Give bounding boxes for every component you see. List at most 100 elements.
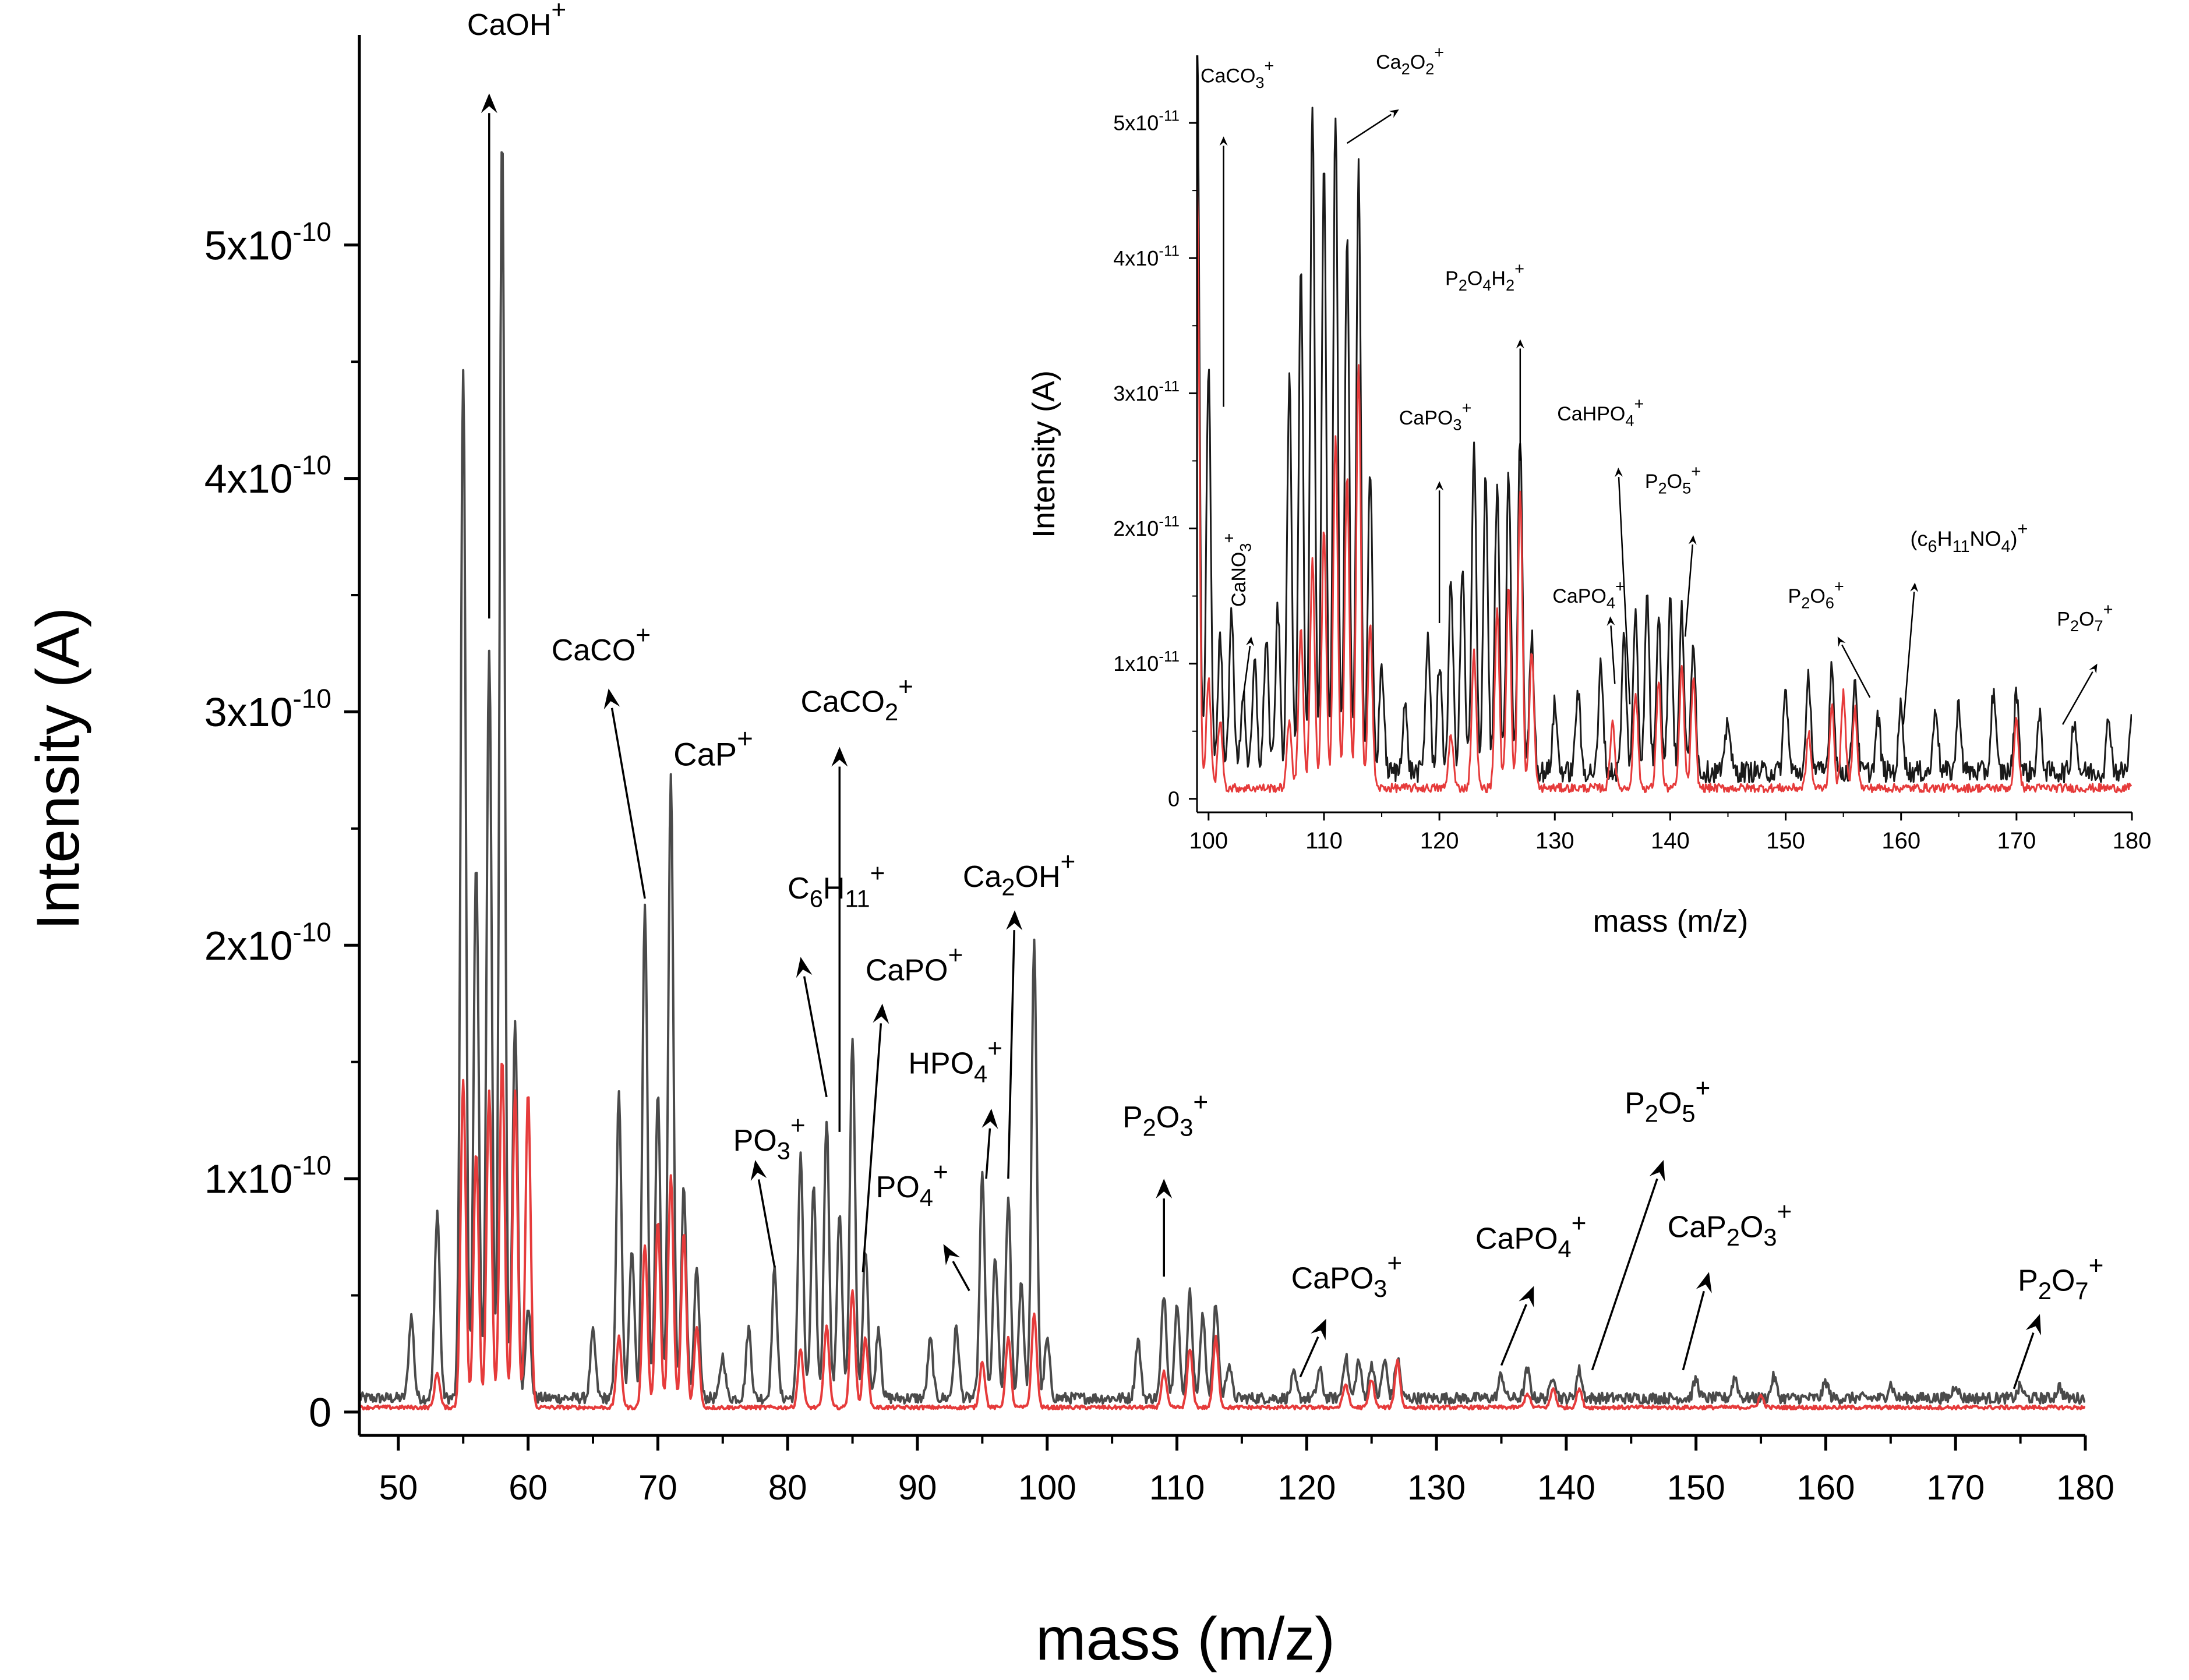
main-annotation-hpo4: HPO4+: [908, 1034, 1002, 1179]
inset-annotation-p2o6: P2O6+: [1788, 577, 1871, 698]
main-x-tick-label: 120: [1277, 1468, 1336, 1507]
main-annotation-caco: CaCO+: [552, 621, 651, 899]
main-x-tick-label: 70: [638, 1468, 677, 1507]
main-x-tick-label: 180: [2056, 1468, 2114, 1507]
inset-annotation-capo3: CaPO3+: [1399, 399, 1472, 623]
inset-arrow-head: [1607, 616, 1615, 626]
main-annotation-p2o5: P2O5+: [1591, 1074, 1710, 1371]
main-annotation-label: HPO4+: [908, 1034, 1002, 1087]
main-arrow-head: [750, 1160, 767, 1181]
inset-annotation-ca2o2: Ca2O2+: [1346, 44, 1444, 144]
main-annotation-cap2o3: CaP2O3+: [1668, 1198, 1792, 1371]
main-annotation-capo4: CaPO4+: [1475, 1209, 1587, 1366]
main-annotation-label: CaOH+: [467, 0, 566, 42]
main-x-tick-label: 90: [898, 1468, 937, 1507]
main-arrow-shaft: [1500, 1304, 1527, 1366]
main-annotation-label: CaPO+: [866, 941, 963, 988]
inset-annotation-p2o4h2: P2O4H2+: [1445, 260, 1524, 461]
inset-annotation-label: CaPO4+: [1552, 577, 1625, 611]
inset-arrow-head: [1435, 481, 1444, 491]
inset-annotation-label: (c6H11NO4)+: [1911, 519, 2028, 556]
inset-arrow-head: [1389, 109, 1399, 118]
main-arrow-head: [1311, 1318, 1326, 1341]
inset-arrow-head: [1516, 339, 1524, 349]
inset-y-tick-label: 3x10-11: [1113, 377, 1180, 405]
main-arrow-head: [943, 1244, 961, 1265]
main-arrow-head: [1006, 910, 1023, 931]
main-x-tick-label: 110: [1149, 1468, 1205, 1507]
main-x-tick-label: 50: [379, 1468, 418, 1507]
inset-y-tick-label: 2x10-11: [1113, 512, 1180, 540]
inset-y-axis-title: Intensity (A): [1026, 370, 1061, 538]
main-arrow-head: [831, 747, 848, 767]
main-x-tick-label: 170: [1926, 1468, 1985, 1507]
main-y-tick-label: 4x10-10: [204, 450, 331, 502]
main-series-black: [359, 151, 2085, 1405]
main-arrow-shaft: [1591, 1178, 1658, 1371]
main-x-tick-label: 80: [768, 1468, 807, 1507]
main-arrow-head: [1519, 1286, 1534, 1308]
main-arrow-shaft: [757, 1179, 776, 1268]
inset-arrow-head: [1910, 582, 1919, 592]
inset-y-tick-label: 5x10-11: [1113, 107, 1180, 135]
main-annotation-p2o3: P2O3+: [1122, 1088, 1208, 1277]
main-series-red: [359, 1063, 2085, 1411]
main-arrow-shaft: [1682, 1290, 1705, 1371]
inset-x-tick-label: 110: [1305, 828, 1343, 854]
main-annotation-caco2: CaCO2+: [800, 673, 913, 1132]
main-annotation-label: PO4+: [876, 1158, 948, 1211]
inset-chart: CaCO3+ Ca2O2+ P2O4H2+ CaPO3+ CaHPO4+P2O5+ CaP…: [1026, 44, 2151, 939]
inset-x-tick-label: 120: [1420, 828, 1459, 854]
inset-arrow-shaft: [1618, 476, 1631, 705]
main-annotation-label: P2O3+: [1122, 1088, 1208, 1141]
main-arrow-shaft: [610, 708, 646, 899]
inset-annotation-caco3: CaCO3+: [1201, 57, 1274, 407]
main-arrow-head: [981, 1108, 998, 1129]
main-x-axis-title: mass (m/z): [1036, 1605, 1335, 1673]
inset-annotation-cahpo4: CaHPO4+: [1557, 395, 1644, 705]
main-arrow-head: [603, 688, 620, 710]
main-x-tick-label: 100: [1018, 1468, 1076, 1507]
main-annotation-label: CaPO4+: [1475, 1209, 1587, 1262]
main-x-tick-label: 150: [1667, 1468, 1725, 1507]
inset-arrow-shaft: [1242, 645, 1251, 698]
inset-annotation-label: P2O4H2+: [1445, 260, 1524, 294]
inset-arrow-shaft: [1346, 114, 1392, 144]
main-y-tick-label: 1x10-10: [204, 1150, 331, 1202]
inset-arrow-head: [1615, 468, 1623, 478]
main-arrow-head: [796, 957, 813, 978]
inset-arrow-shaft: [2062, 671, 2093, 725]
main-arrow-head: [1649, 1160, 1665, 1182]
main-x-tick-label: 60: [509, 1468, 548, 1507]
main-arrow-head: [1156, 1179, 1173, 1199]
main-arrow-shaft: [985, 1128, 991, 1179]
inset-annotation-label: P2O7+: [2057, 600, 2113, 635]
main-arrow-shaft: [2013, 1332, 2035, 1389]
main-annotation-label: PO3+: [733, 1111, 806, 1164]
inset-arrow-head: [2089, 663, 2098, 674]
inset-x-tick-label: 170: [1997, 828, 2036, 854]
inset-arrow-head: [1688, 535, 1697, 545]
main-annotation-label: CaP2O3+: [1668, 1198, 1792, 1251]
main-y-axis-title: Intensity (A): [24, 607, 92, 931]
main-annotation-label: CaP+: [673, 723, 753, 773]
inset-y-tick-label: 1x10-11: [1113, 648, 1180, 675]
main-annotation-label: C6H11+: [788, 859, 885, 912]
main-annotation-cap: CaP+: [673, 723, 753, 773]
main-annotation-po4: PO4+: [876, 1158, 970, 1292]
inset-annotation-label: CaNO3+: [1220, 533, 1255, 607]
main-arrow-shaft: [952, 1261, 970, 1292]
inset-annotation-label: P2O6+: [1788, 577, 1844, 611]
inset-arrow-head: [1246, 636, 1254, 646]
main-arrow-shaft: [803, 976, 828, 1098]
inset-annotation-label: CaPO3+: [1399, 399, 1472, 433]
main-arrow-head: [2025, 1314, 2042, 1336]
main-x-tick-label: 160: [1796, 1468, 1855, 1507]
inset-x-tick-label: 130: [1535, 828, 1574, 854]
inset-annotation-label: P2O5+: [1645, 462, 1701, 497]
main-arrow-shaft: [1299, 1336, 1319, 1378]
main-annotation-p2o7: P2O7+: [2013, 1251, 2103, 1389]
main-annotation-label: CaCO+: [552, 621, 651, 668]
main-annotation-capo3: CaPO3+: [1291, 1249, 1402, 1378]
